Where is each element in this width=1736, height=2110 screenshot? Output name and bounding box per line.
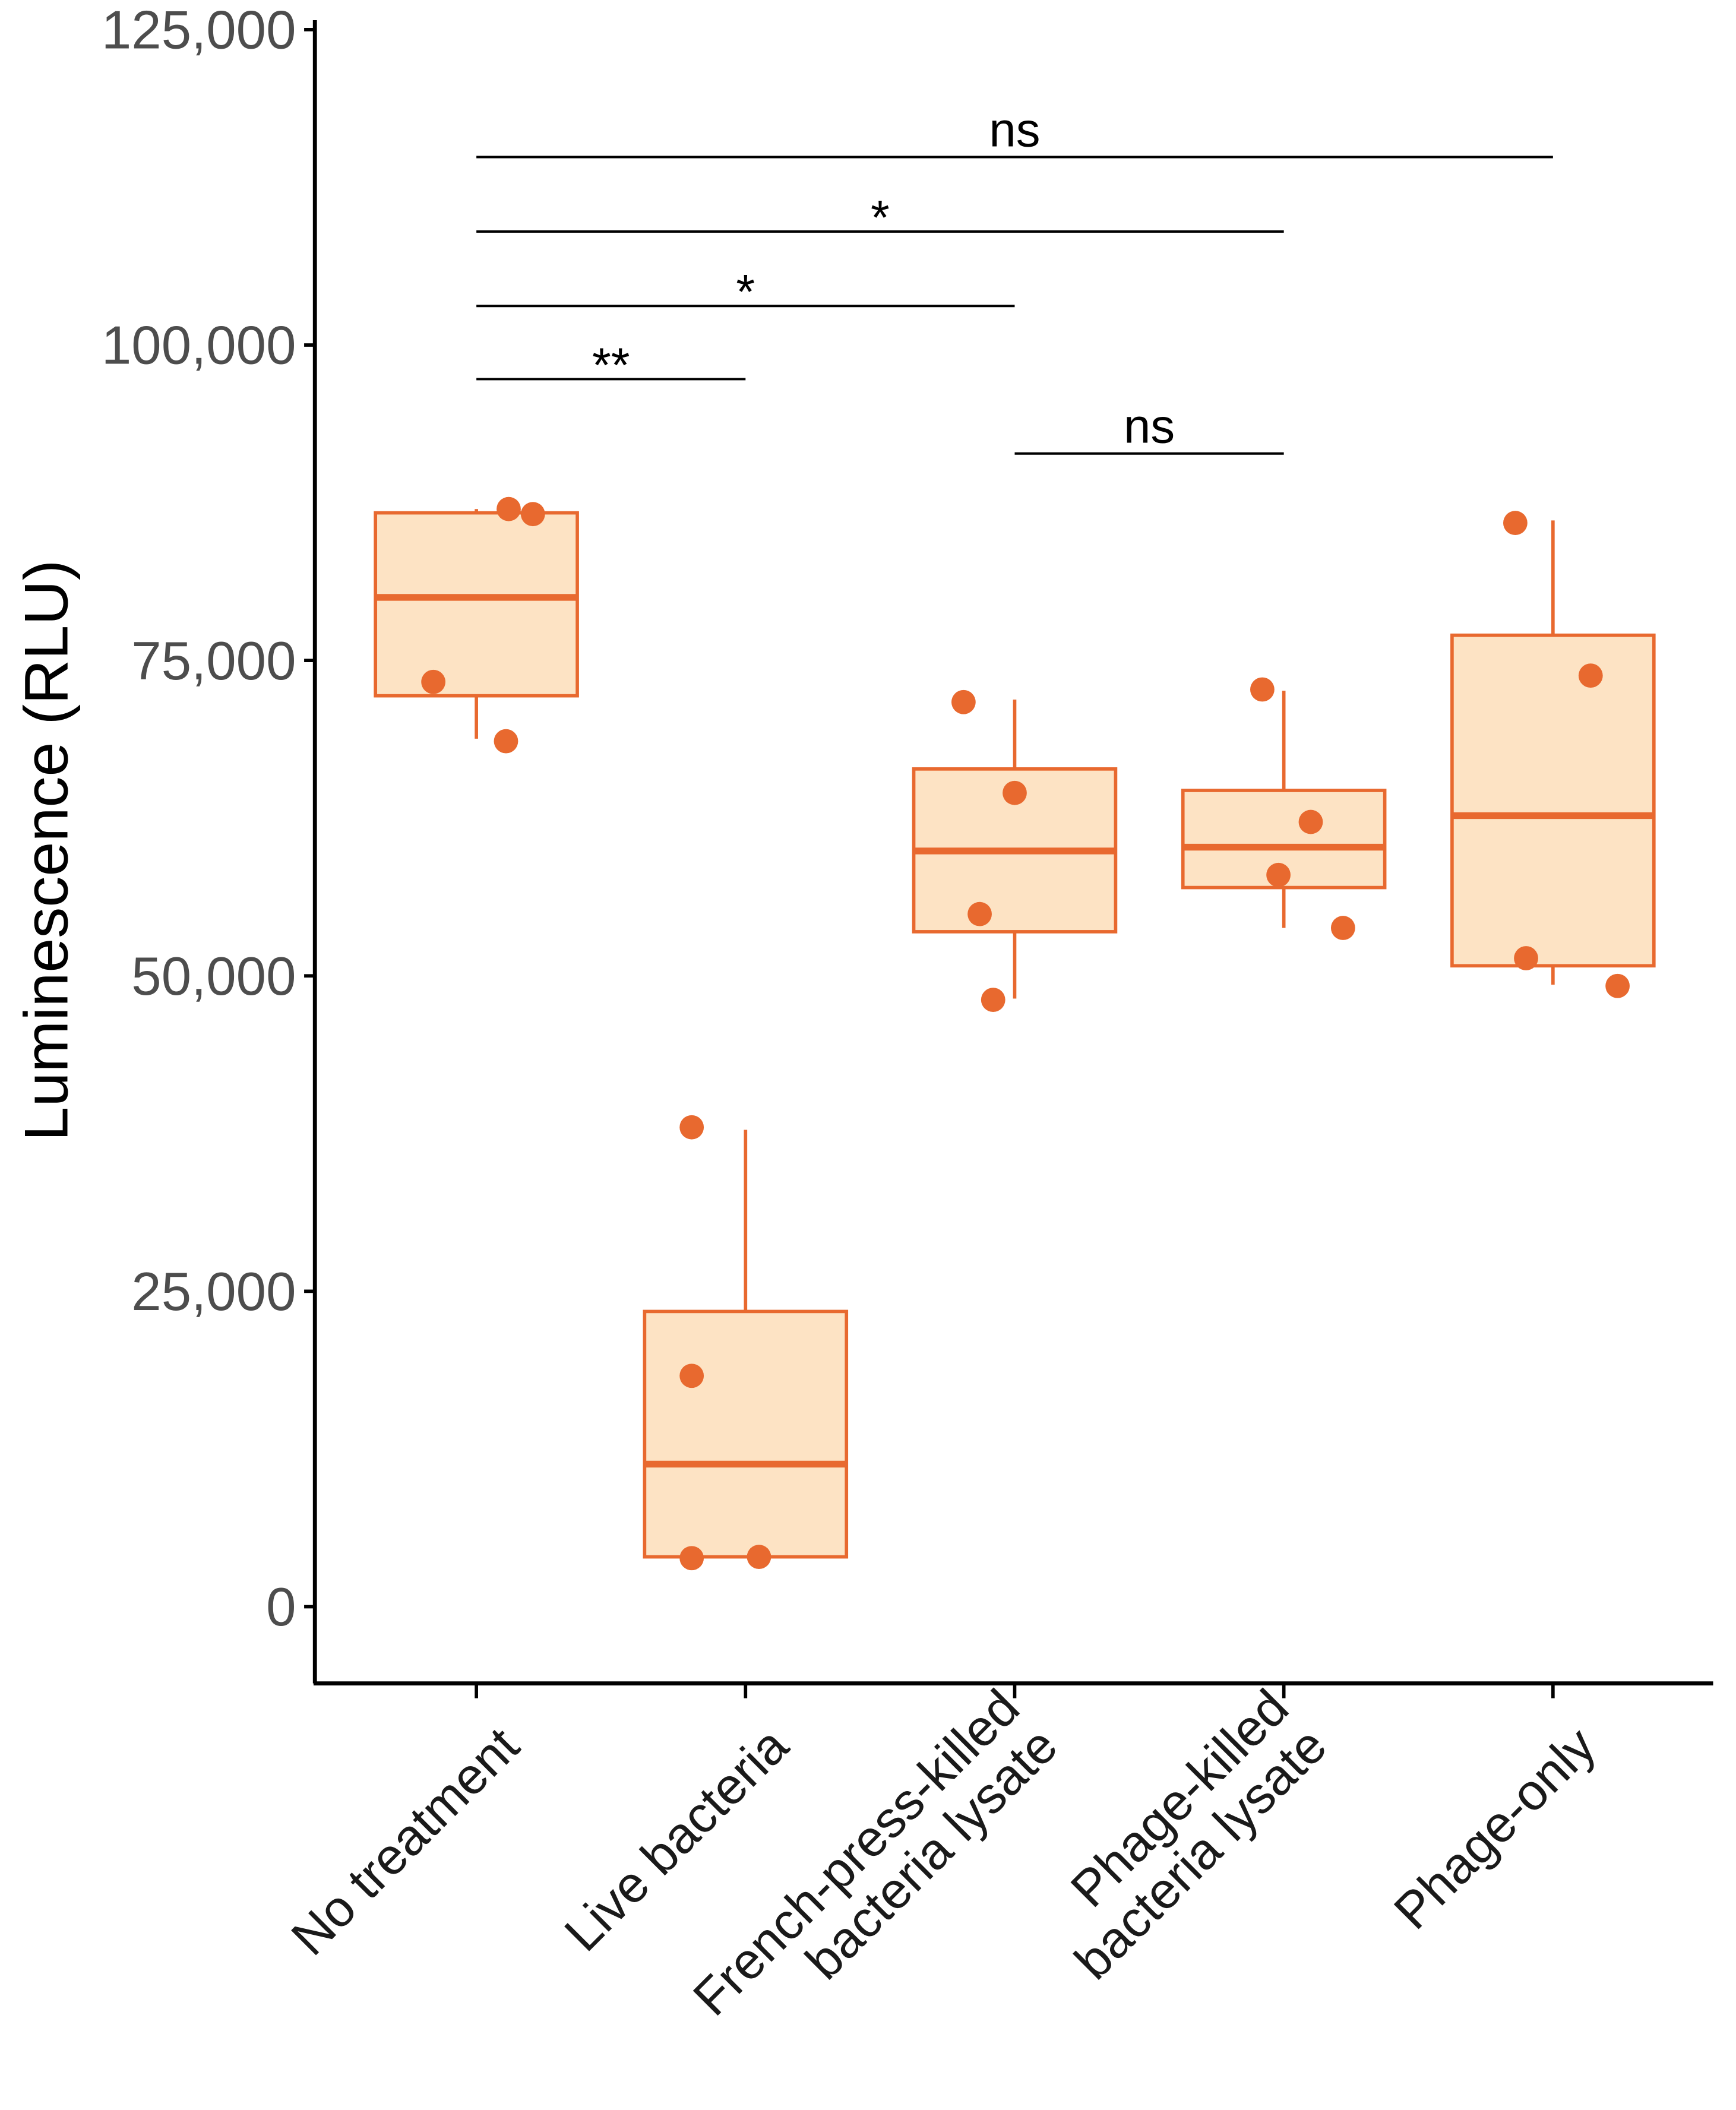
x-tick-label-line: No treatment (281, 1717, 530, 1966)
data-point (1605, 973, 1630, 998)
boxes-layer (374, 509, 1656, 1559)
x-tick-label: Phage-only (1383, 1717, 1607, 1940)
x-tick-label-line: Phage-only (1383, 1717, 1607, 1940)
data-point (967, 901, 992, 926)
data-point (1503, 511, 1528, 535)
data-point (520, 502, 545, 527)
data-point (1578, 663, 1603, 688)
y-tick-label: 100,000 (102, 316, 296, 376)
y-ticks: 0 25,000 50,000 75,000 100,000 125,000 (102, 1, 315, 1637)
data-point (1330, 916, 1355, 940)
x-tick-label-line: French-press-killed (682, 1679, 1030, 2026)
significance-label: ns (1124, 400, 1175, 454)
significance-label: ** (592, 339, 630, 393)
data-point (1250, 677, 1275, 702)
box (374, 511, 579, 698)
box (643, 1309, 849, 1559)
data-point (1514, 946, 1538, 970)
y-tick-label: 50,000 (131, 947, 296, 1007)
data-point (981, 988, 1005, 1013)
data-point (421, 669, 446, 694)
data-point (679, 1115, 704, 1140)
y-tick-label: 125,000 (102, 1, 296, 61)
box (1450, 633, 1656, 968)
significance-label: ns (989, 103, 1040, 157)
significance-layer: ns****ns (476, 103, 1553, 455)
x-tick-label: Phage-killedbacteria lysate (1026, 1679, 1337, 1991)
data-point (679, 1546, 704, 1571)
data-point (1266, 862, 1291, 887)
significance-label: * (736, 265, 755, 319)
y-axis-label: Luminescence (RLU) (12, 560, 81, 1141)
data-point (494, 729, 518, 754)
x-tick-label: No treatment (281, 1717, 530, 1966)
significance-label: * (871, 191, 890, 245)
data-point (1298, 809, 1323, 834)
data-point (679, 1364, 704, 1388)
data-point (1003, 780, 1027, 805)
data-point (497, 496, 521, 521)
x-ticks: No treatment Live bacteriaFrench-press-ki… (281, 1679, 1607, 2026)
data-point (951, 689, 976, 714)
y-tick-label: 75,000 (131, 631, 296, 691)
y-tick-label: 0 (266, 1577, 296, 1637)
y-tick-label: 25,000 (131, 1262, 296, 1322)
points-layer (421, 496, 1630, 1571)
data-point (747, 1545, 771, 1569)
